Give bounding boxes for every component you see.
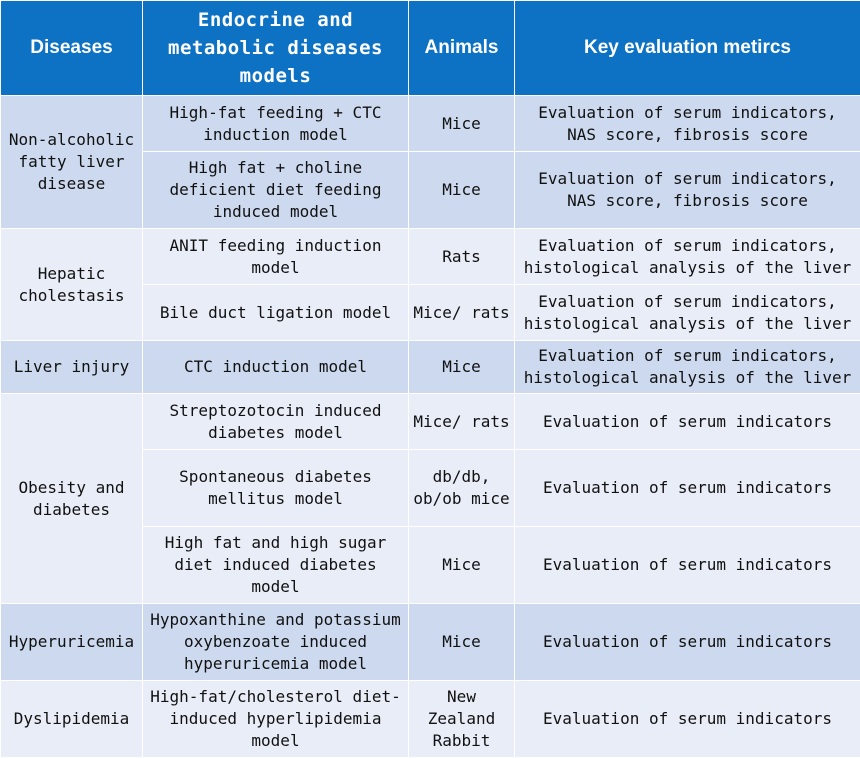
disease-cell: Hyperuricemia (1, 604, 143, 681)
model-cell: ANIT feeding induction model (143, 229, 409, 285)
disease-cell: Liver injury (1, 341, 143, 394)
table-row: Obesity and diabetes Streptozotocin indu… (1, 394, 860, 450)
animals-cell: Mice (409, 96, 515, 152)
metrics-cell: Evaluation of serum indicators (515, 527, 860, 604)
header-models: Endocrine and metabolic diseases models (143, 1, 409, 96)
metrics-cell: Evaluation of serum indicators, NAS scor… (515, 96, 860, 152)
animals-cell: Mice (409, 604, 515, 681)
model-cell: High fat + choline deficient diet feedin… (143, 152, 409, 229)
table-row: Liver injury CTC induction model Mice Ev… (1, 341, 860, 394)
animals-cell: Mice (409, 527, 515, 604)
metrics-cell: Evaluation of serum indicators, NAS scor… (515, 152, 860, 229)
model-cell: High fat and high sugar diet induced dia… (143, 527, 409, 604)
model-cell: Streptozotocin induced diabetes model (143, 394, 409, 450)
disease-cell: Dyslipidemia (1, 681, 143, 758)
header-diseases: Diseases (1, 1, 143, 96)
animals-cell: Rats (409, 229, 515, 285)
metrics-cell: Evaluation of serum indicators (515, 681, 860, 758)
metrics-cell: Evaluation of serum indicators, histolog… (515, 341, 860, 394)
animals-cell: Mice (409, 152, 515, 229)
model-cell: Bile duct ligation model (143, 285, 409, 341)
table-row: Hepatic cholestasis ANIT feeding inducti… (1, 229, 860, 285)
animals-cell: Mice/ rats (409, 394, 515, 450)
model-cell: CTC induction model (143, 341, 409, 394)
disease-cell: Non-alcoholic fatty liver disease (1, 96, 143, 229)
animals-cell: db/db, ob/ob mice (409, 450, 515, 527)
model-cell: Hypoxanthine and potassium oxybenzoate i… (143, 604, 409, 681)
table-row: Dyslipidemia High-fat/cholesterol diet-i… (1, 681, 860, 758)
animals-cell: New Zealand Rabbit (409, 681, 515, 758)
metrics-cell: Evaluation of serum indicators, histolog… (515, 285, 860, 341)
model-cell: High-fat feeding + CTC induction model (143, 96, 409, 152)
metrics-cell: Evaluation of serum indicators (515, 604, 860, 681)
metrics-cell: Evaluation of serum indicators, histolog… (515, 229, 860, 285)
model-cell: High-fat/cholesterol diet-induced hyperl… (143, 681, 409, 758)
table-row: Hyperuricemia Hypoxanthine and potassium… (1, 604, 860, 681)
disease-cell: Hepatic cholestasis (1, 229, 143, 341)
animals-cell: Mice/ rats (409, 285, 515, 341)
model-cell: Spontaneous diabetes mellitus model (143, 450, 409, 527)
metrics-cell: Evaluation of serum indicators (515, 394, 860, 450)
table-row: Non-alcoholic fatty liver disease High-f… (1, 96, 860, 152)
header-row: Diseases Endocrine and metabolic disease… (1, 1, 860, 96)
header-animals: Animals (409, 1, 515, 96)
metrics-cell: Evaluation of serum indicators (515, 450, 860, 527)
header-metrics: Key evaluation metircs (515, 1, 860, 96)
animals-cell: Mice (409, 341, 515, 394)
disease-cell: Obesity and diabetes (1, 394, 143, 604)
